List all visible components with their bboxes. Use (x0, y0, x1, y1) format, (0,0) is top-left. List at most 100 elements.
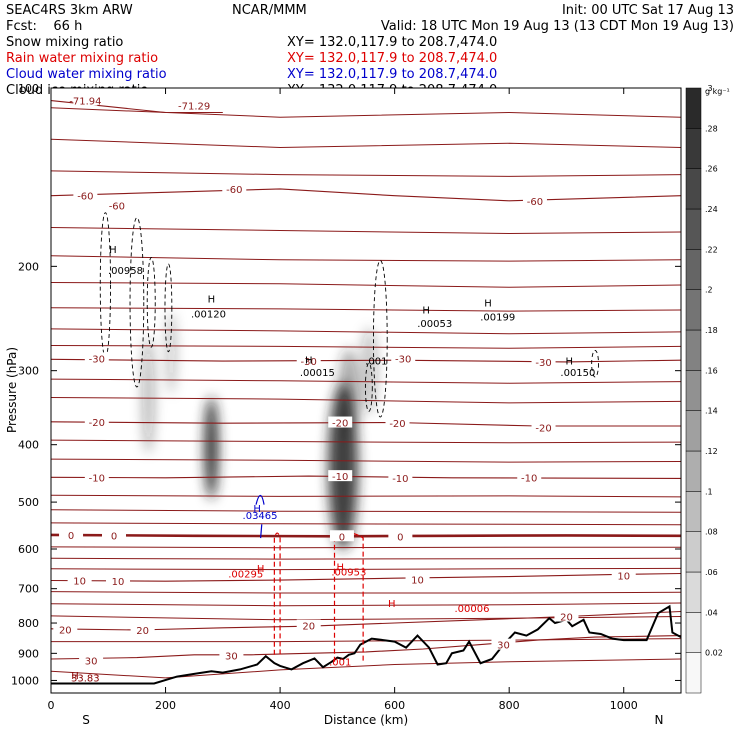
side-label-right: N (655, 713, 664, 727)
y-tick-label: 600 (18, 543, 39, 556)
terrain-line (51, 604, 681, 685)
contour-label-bg (67, 574, 92, 586)
contour-labels: 30 30 30 20 20 20 20 10 10 10 10 0 0 0 0 -10 -10 -10 -10 -2… (53, 94, 636, 685)
isotherm-label: -10 (521, 473, 537, 484)
snow-cell (204, 396, 219, 499)
isotherm-line (51, 567, 681, 571)
y-tick-label: 300 (18, 365, 39, 378)
isotherm-label: 0 (397, 532, 403, 543)
model-title: SEAC4RS 3km ARW (6, 3, 133, 18)
isotherm-line (51, 458, 681, 463)
plot-area: 30 30 30 20 20 20 20 10 10 10 10 0 0 0 0 -10 -10 -10 -10 -2… (51, 88, 681, 693)
colorbar-swatch (685, 370, 702, 411)
colorbar-swatch (685, 128, 702, 169)
colorbar-swatch (685, 450, 702, 492)
maximum-marker: H (208, 294, 216, 305)
isotherm-label: 0 (111, 531, 117, 542)
contour-label-bg (104, 199, 129, 211)
contour-label-bg (522, 194, 547, 206)
cloud-water-contour (255, 494, 265, 505)
colorbar-tick-label: .12 (705, 447, 718, 456)
isotherm-label: 20 (59, 625, 72, 636)
isotherm-contour (51, 533, 681, 538)
rain-value: .00006 (454, 604, 489, 615)
contour-label-bg (84, 352, 109, 364)
x-axis-label: Distance (km) (324, 713, 408, 727)
snow-cell (142, 336, 155, 454)
contour-label-bg (328, 416, 353, 428)
contour-label-bg (405, 573, 430, 585)
maximum-marker: H (305, 356, 313, 367)
colorbar-swatch (685, 652, 702, 694)
isotherm-label: -60 (77, 192, 93, 203)
colorbar-tick-label: .14 (705, 407, 718, 416)
cloud-ice-value: .00015 (300, 368, 335, 379)
plot-frame (50, 87, 682, 694)
isotherm-label: 10 (617, 571, 630, 582)
contour-label-bg (385, 417, 410, 429)
axes: 0 200 400 600 800 100010009008007006005004003… (11, 82, 681, 712)
surface-max-value: 33.83 (71, 674, 100, 685)
isotherm-label: -30 (301, 357, 317, 368)
contour-label-bg (102, 529, 126, 541)
contour-label-bg (73, 189, 98, 201)
cloud-ice-value: .00958 (108, 266, 143, 277)
colorbar-swatch (685, 289, 702, 331)
colorbar-tick-label: 0.02 (705, 649, 723, 658)
cloud-water-value: .03465 (243, 511, 278, 522)
colorbar-swatch (685, 168, 702, 210)
contour-label-bg (296, 355, 321, 367)
colorbar-tick-label: .1 (705, 487, 713, 496)
isotherm-label: 10 (112, 577, 125, 588)
isotherm-line (51, 397, 681, 404)
field-xy: XY= 132.0,117.9 to 208.7,474.0 (287, 51, 497, 66)
snow-shading (142, 311, 377, 550)
y-tick-label: 500 (18, 496, 39, 509)
cloud-water-contours (255, 494, 265, 539)
isotherm-label: 10 (73, 576, 86, 587)
contour-label-bg (531, 355, 556, 367)
colorbar-tick-label: .22 (705, 245, 718, 254)
terrain-profile (51, 604, 681, 685)
isotherm-line (51, 439, 681, 444)
colorbar-tick-label: .24 (705, 205, 718, 214)
cloud-ice-contour (146, 256, 156, 348)
isotherm-line (51, 170, 681, 177)
isotherm-label: 20 (302, 622, 315, 633)
snow-cell (360, 327, 377, 414)
rain-value: .001 (329, 658, 351, 669)
colorbar-tick-label: .2 (705, 286, 713, 295)
colorbar-swatch (685, 249, 702, 290)
colorbar-unit: g kg⁻¹ (705, 87, 730, 96)
contour-label-bg (84, 415, 109, 427)
field-name: Snow mixing ratio (6, 35, 123, 50)
colorbar-swatch (685, 491, 702, 532)
cloud-ice-contour (164, 263, 173, 353)
cloud-ice-value: .00053 (417, 319, 452, 330)
colorbar-tick-label: .08 (705, 528, 718, 537)
isotherm-label: -30 (535, 358, 551, 369)
isotherm-label: -30 (89, 354, 105, 365)
isotherm-label: 0 (339, 532, 345, 543)
isotherm-label: 0 (68, 531, 74, 542)
isotherm-label: -20 (332, 419, 348, 430)
maximum-marker: H (336, 562, 344, 573)
maximum-marker: H (422, 305, 430, 316)
contour-label-bg (222, 182, 247, 194)
maximum-marker: H (484, 299, 492, 310)
colorbar-tick-label: .18 (705, 326, 718, 335)
maximum-marker: H (109, 245, 117, 256)
contour-label-bg (517, 471, 542, 483)
colorbar-tick-label: .26 (705, 165, 718, 174)
contour-label-bg (219, 649, 244, 661)
isotherm-label: -10 (332, 472, 348, 483)
x-tick-label: 400 (270, 699, 291, 712)
contour-label-bg (328, 470, 353, 482)
contour-label-bg (79, 654, 104, 666)
y-tick-label: 800 (18, 617, 39, 630)
field-name: Cloud water mixing ratio (6, 67, 167, 82)
isotherm-label: -71.94 (69, 97, 101, 108)
isotherm-line (51, 509, 681, 513)
colorbar-tick-label: .28 (705, 124, 718, 133)
